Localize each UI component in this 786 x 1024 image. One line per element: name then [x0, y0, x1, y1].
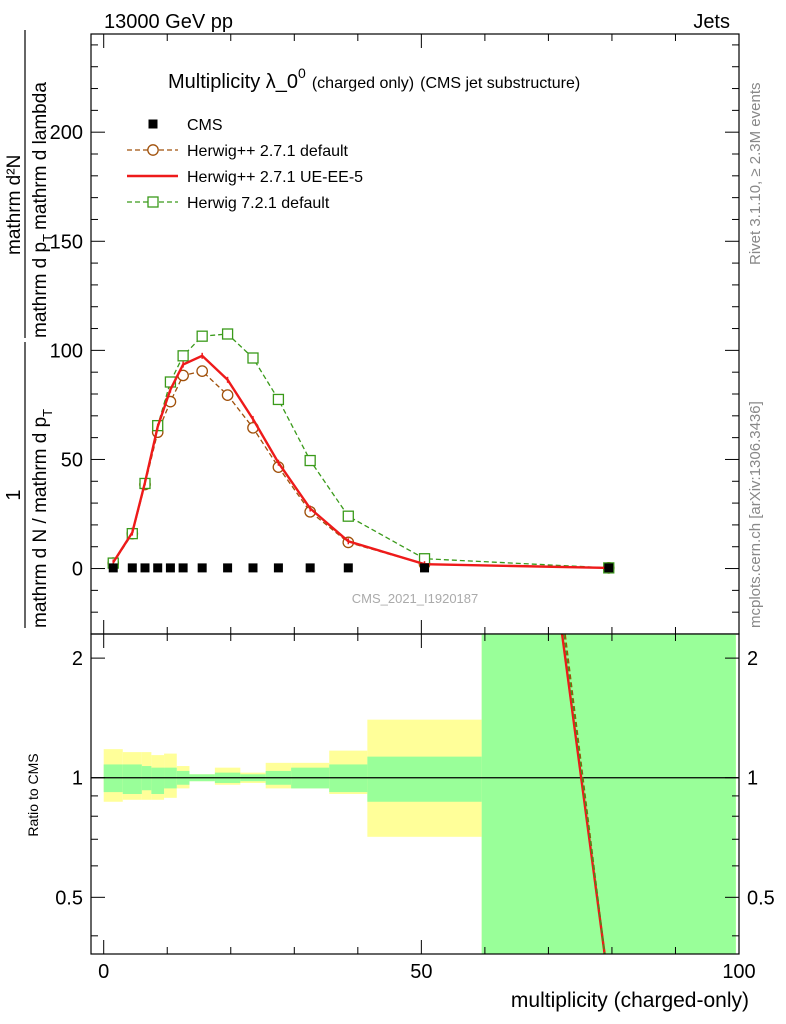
x-tick-label: 50 — [410, 961, 432, 983]
x-tick-label: 100 — [722, 961, 755, 983]
ylabel-left-denominator: mathrm d N / mathrm d pT — [30, 409, 55, 628]
header: 13000 GeV pp Jets — [104, 11, 730, 33]
series-cms-point — [153, 563, 163, 573]
legend: CMS Herwig++ 2.7.1 default Herwig++ 2.7.1 … — [127, 117, 363, 212]
main-y-tick-label: 0 — [72, 559, 83, 581]
header-right: Jets — [693, 11, 730, 33]
ylabel-right-numerator: mathrm d²N — [4, 155, 25, 255]
inner-band — [367, 756, 482, 802]
main-series — [107, 328, 615, 574]
series-herwig-7-2-1-default-point — [221, 328, 234, 340]
series-cms-point — [273, 563, 283, 573]
ratio-plot-frame — [90, 633, 740, 955]
main-y-axis-label: 1 mathrm d N / mathrm d pT mathrm d²N ma… — [3, 30, 55, 628]
ratio-series — [560, 634, 606, 954]
ratio-ylabel: Ratio to CMS — [25, 753, 41, 836]
ratio-y-tick-label: 0.5 — [55, 887, 83, 909]
series-herwig-7-2-1-default-point — [342, 510, 354, 522]
main-y-tick-label: 200 — [50, 122, 83, 144]
ratio-herwig-7-2-1-default-line — [563, 634, 606, 954]
series-herwig-2-7-1-default-line — [112, 370, 609, 569]
inner-band — [122, 764, 142, 794]
inner-band — [151, 767, 165, 794]
inner-band — [481, 634, 736, 954]
series-herwig-2-7-1-default-point — [196, 365, 209, 377]
series-herwig-2-7-1-default-point — [221, 389, 234, 401]
series-cms-point — [305, 563, 315, 573]
series-cms-point — [248, 563, 258, 573]
ylabel-left-numerator: 1 — [3, 489, 25, 500]
series-cms-point — [165, 563, 175, 573]
main-panel: 0 50 100 150 200 Multiplicity λ_00(charged o… — [50, 33, 740, 635]
x-tick-label: 0 — [98, 961, 109, 983]
side-labels: Rivet 3.1.10, ≥ 2.3M events mcplots.cern… — [747, 83, 764, 629]
header-left: 13000 GeV pp — [104, 11, 233, 33]
legend-label-herwig-2-7-1-default: Herwig++ 2.7.1 default — [187, 143, 349, 160]
legend-label-herwig-2-7-1-ue-ee-5: Herwig++ 2.7.1 UE-EE-5 — [187, 169, 363, 186]
series-cms-point — [420, 563, 430, 573]
series-herwig-7-2-1-default-point — [247, 352, 259, 364]
ylabel-right-denominator: mathrm d pTmathrm d lambda — [30, 82, 55, 338]
watermark: CMS_2021_I1920187 — [352, 591, 479, 606]
ratio-axis-ticks: 0.5 0.5 1 1 2 2 0 50 100 — [55, 634, 775, 983]
main-title: Multiplicity λ_00(charged only) (CMS jet … — [168, 65, 580, 93]
main-y-tick-label: 100 — [50, 340, 83, 362]
ratio-y-tick-label-right: 2 — [747, 648, 758, 670]
ratio-series-clipped — [560, 634, 606, 954]
series-herwig-7-2-1-default-point — [304, 454, 316, 467]
legend-label-cms: CMS — [187, 117, 223, 134]
legend-marker-herwig-7-2-1-default — [147, 196, 159, 208]
rivet-label: Rivet 3.1.10, ≥ 2.3M events — [747, 83, 764, 266]
legend-marker-cms — [148, 119, 158, 129]
ratio-panel: 0.5 0.5 1 1 2 2 0 50 100 Ratio to CMS multiplici… — [25, 633, 775, 1012]
series-cms-point — [223, 563, 233, 573]
main-axis-ticks: 0 50 100 150 200 — [50, 34, 740, 634]
series-cms-point — [108, 563, 118, 573]
series-cms-point — [140, 563, 150, 573]
ratio-y-tick-label: 2 — [72, 648, 83, 670]
series-herwig-2-7-1-ue-ee-5-line — [112, 354, 609, 570]
ratio-y-tick-label-right: 0.5 — [747, 887, 775, 909]
series-herwig-7-2-1-default-point — [272, 393, 285, 406]
series-cms-point — [197, 563, 207, 573]
ratio-y-tick-label: 1 — [72, 768, 83, 790]
series-herwig-7-2-1-default-line — [112, 333, 609, 569]
mcplots-label: mcplots.cern.ch [arXiv:1306.3436] — [747, 401, 764, 628]
main-y-tick-label: 50 — [61, 449, 83, 471]
series-cms-point — [178, 563, 188, 573]
legend-marker-herwig-2-7-1-default — [147, 144, 159, 156]
x-axis-label: multiplicity (charged-only) — [511, 989, 749, 1012]
series-herwig-7-2-1-default-point — [177, 350, 189, 362]
series-cms-point — [343, 563, 353, 573]
ratio-y-tick-label-right: 1 — [747, 768, 758, 790]
ratio-uncertainty-bands — [91, 634, 739, 954]
main-y-tick-label: 150 — [50, 231, 83, 253]
series-herwig-7-2-1-default-point — [196, 330, 208, 342]
series-cms-point — [604, 563, 614, 573]
ratio-herwig-2-7-1-ue-ee-5-line — [560, 634, 606, 954]
series-cms-point — [127, 563, 137, 573]
legend-label-herwig-7-2-1-default: Herwig 7.2.1 default — [187, 195, 330, 212]
